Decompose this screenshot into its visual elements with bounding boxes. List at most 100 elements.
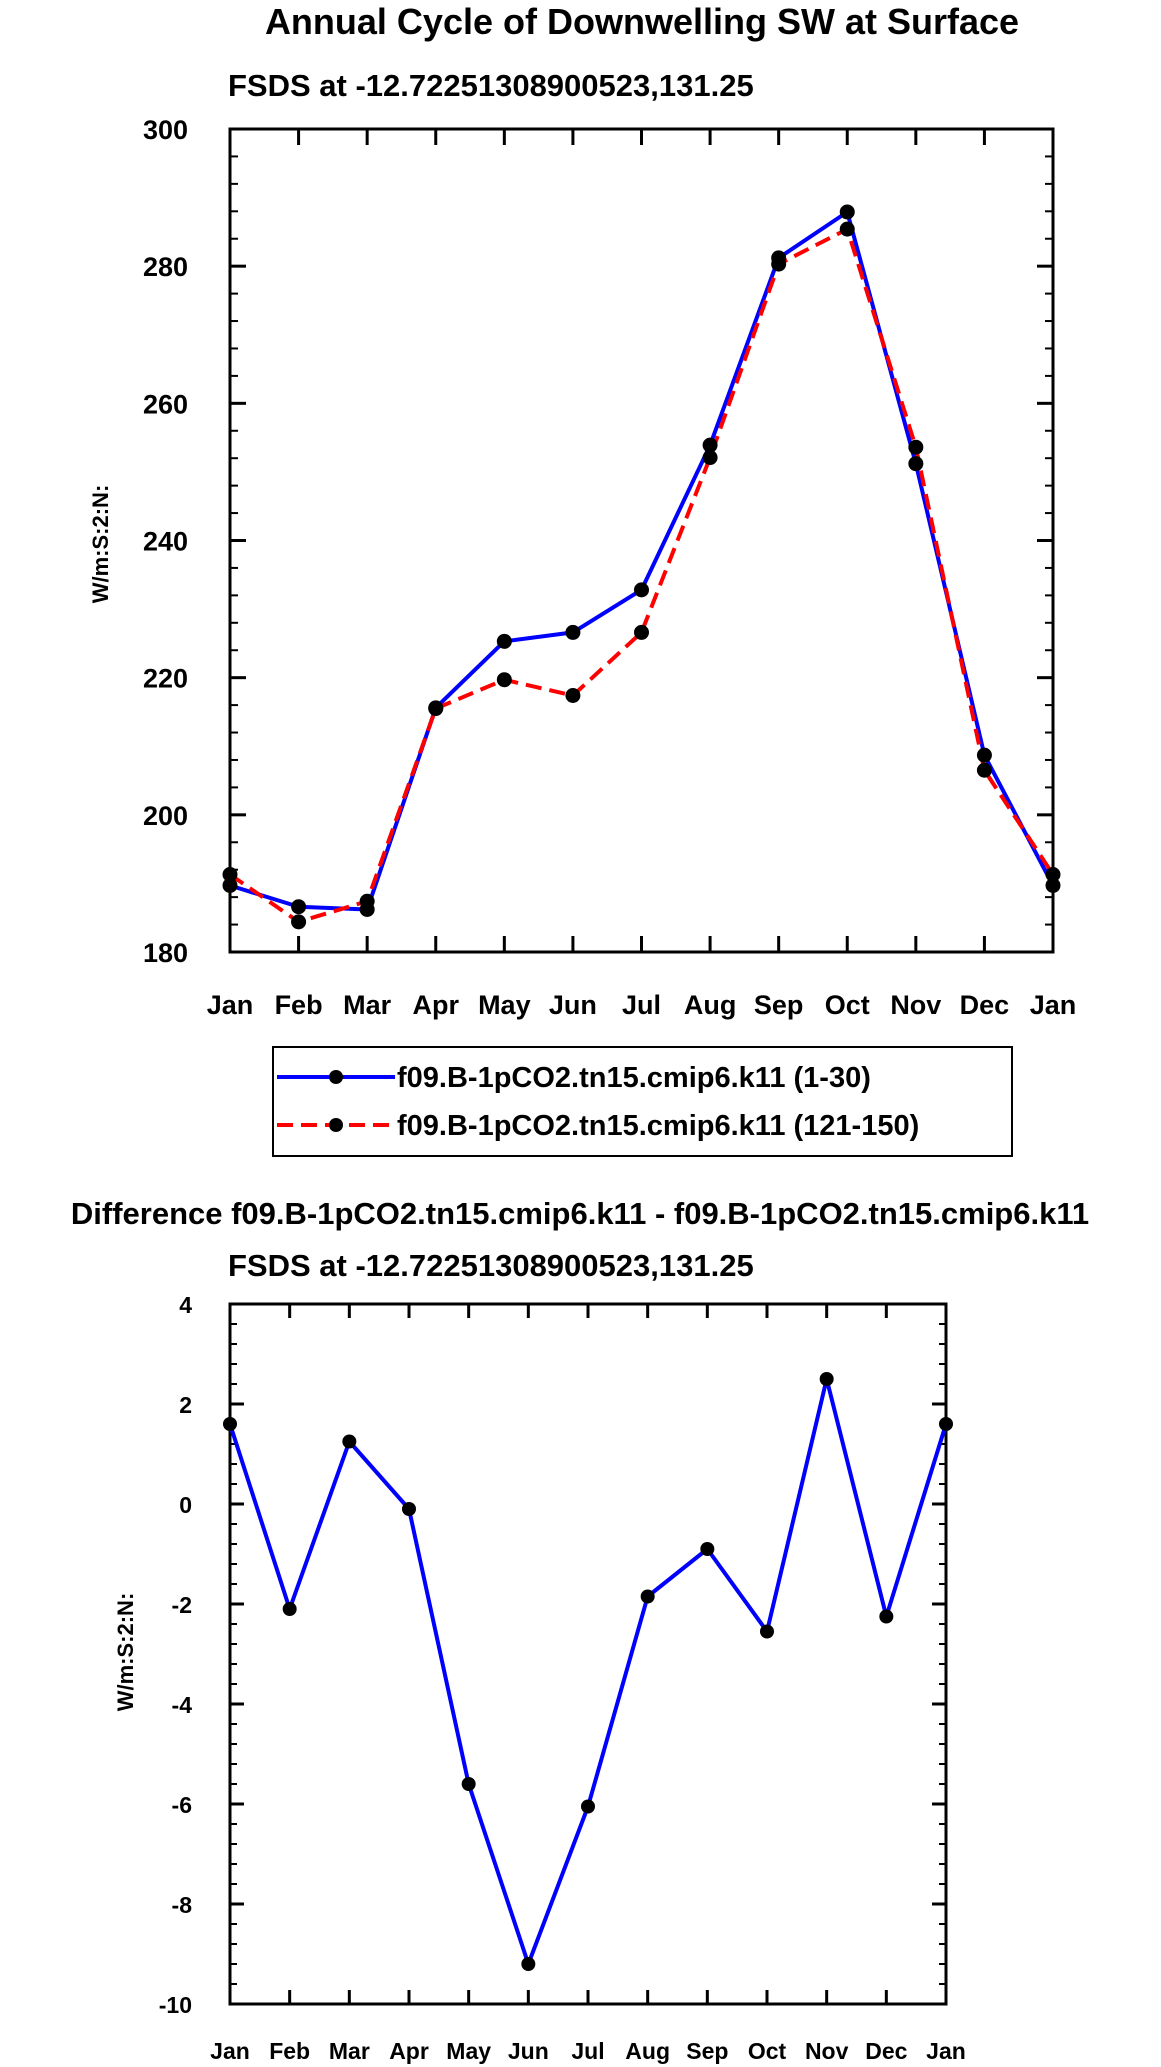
bottom-series-1-point bbox=[581, 1799, 595, 1814]
top-x-tick-label: Jul bbox=[622, 990, 661, 1020]
bottom-series-1-point bbox=[700, 1542, 715, 1556]
bottom-chart: Difference f09.B-1pCO2.tn15.cmip6.k11 - … bbox=[71, 1196, 1089, 2064]
top-series-2-point bbox=[428, 701, 444, 717]
top-series-2-point bbox=[634, 624, 649, 640]
top-y-tick-label: 280 bbox=[143, 252, 188, 282]
top-series-2-point bbox=[908, 439, 924, 455]
bottom-series-1-point bbox=[282, 1602, 297, 1616]
top-x-tick-label: Jun bbox=[549, 990, 597, 1020]
top-x-tick-label: Feb bbox=[275, 990, 323, 1020]
legend-box bbox=[272, 1046, 1013, 1157]
bottom-series-1-point bbox=[760, 1624, 774, 1639]
bottom-series-1-point bbox=[223, 1417, 237, 1431]
top-series-2-point bbox=[771, 256, 787, 272]
top-chart-title: Annual Cycle of Downwelling SW at Surfac… bbox=[265, 1, 1019, 42]
top-plot-frame bbox=[228, 127, 1055, 954]
bottom-series-1-point bbox=[521, 1957, 536, 1971]
top-series-1-point bbox=[1045, 877, 1061, 893]
top-series-1-point bbox=[634, 582, 649, 598]
bottom-y-tick-label: -8 bbox=[172, 1892, 193, 1918]
bottom-x-tick-label: May bbox=[446, 2038, 491, 2064]
bottom-series-1-point bbox=[879, 1609, 894, 1624]
bottom-y-tick-label: -2 bbox=[172, 1592, 192, 1618]
bottom-y-tick-label: 0 bbox=[179, 1492, 192, 1518]
top-series-2-point bbox=[839, 221, 855, 237]
top-series-1-point bbox=[222, 877, 238, 893]
top-x-tick-label: Apr bbox=[413, 990, 460, 1020]
top-chart-series bbox=[222, 204, 1061, 930]
top-series-2-point bbox=[565, 687, 581, 703]
bottom-x-tick-label: Jan bbox=[926, 2038, 966, 2064]
bottom-x-tick-label: Jun bbox=[508, 2038, 549, 2064]
top-y-tick-label: 180 bbox=[143, 938, 188, 968]
top-series-2-point bbox=[976, 762, 992, 778]
bottom-series-1-point bbox=[402, 1502, 416, 1516]
top-x-tick-label: Aug bbox=[684, 990, 736, 1020]
top-series-1-point bbox=[976, 747, 992, 763]
top-series-1-point bbox=[496, 633, 512, 649]
top-y-tick-label: 200 bbox=[143, 801, 188, 831]
top-x-tick-label: Oct bbox=[825, 990, 870, 1020]
top-series-2-point bbox=[1045, 867, 1061, 883]
top-series-line-2 bbox=[228, 227, 1055, 924]
top-series-1-point bbox=[908, 456, 924, 472]
bottom-y-tick-label: -4 bbox=[172, 1692, 193, 1718]
top-x-tick-label: Jan bbox=[1030, 990, 1077, 1020]
bottom-series-1-point bbox=[819, 1372, 834, 1386]
top-series-1-point bbox=[565, 624, 581, 640]
bottom-chart-y-axis-label: W/m:S:2:N: bbox=[113, 1593, 138, 1712]
top-y-tick-label: 240 bbox=[143, 527, 188, 557]
top-series-2-point bbox=[222, 867, 238, 883]
top-series-2-point bbox=[291, 914, 307, 930]
top-series-2-point bbox=[359, 893, 375, 909]
top-series-2-point bbox=[496, 672, 512, 688]
bottom-series-1-point bbox=[939, 1417, 953, 1431]
bottom-y-tick-label: -6 bbox=[172, 1792, 192, 1818]
bottom-x-tick-label: Oct bbox=[748, 2038, 787, 2064]
bottom-x-tick-label: Jul bbox=[571, 2038, 604, 2064]
bottom-y-tick-label: -10 bbox=[159, 1992, 192, 2018]
bottom-x-tick-label: Apr bbox=[389, 2038, 429, 2064]
top-x-tick-label: May bbox=[478, 990, 531, 1020]
legend-marker-series-1 bbox=[329, 1070, 343, 1084]
bottom-x-tick-label: Feb bbox=[269, 2038, 310, 2064]
legend-label-series-1: f09.B-1pCO2.tn15.cmip6.k11 (1-30) bbox=[397, 1062, 871, 1094]
bottom-chart-title: Difference f09.B-1pCO2.tn15.cmip6.k11 - … bbox=[71, 1196, 1089, 1231]
top-series-1-point bbox=[291, 899, 307, 915]
bottom-plot-frame bbox=[228, 1302, 948, 2006]
top-y-tick-label: 300 bbox=[143, 115, 188, 145]
bottom-series-1-point bbox=[342, 1434, 357, 1449]
legend-marker-series-2 bbox=[329, 1118, 343, 1132]
bottom-x-tick-label: Mar bbox=[329, 2038, 370, 2064]
bottom-x-tick-label: Jan bbox=[210, 2038, 250, 2064]
top-chart-legend: f09.B-1pCO2.tn15.cmip6.k11 (1-30) f09.B-… bbox=[272, 1046, 1013, 1157]
top-x-tick-label: Sep bbox=[754, 990, 804, 1020]
bottom-x-tick-label: Nov bbox=[805, 2038, 849, 2064]
top-y-tick-label: 260 bbox=[143, 389, 188, 419]
bottom-chart-series bbox=[223, 1372, 953, 1971]
top-x-tick-label: Jan bbox=[207, 990, 254, 1020]
top-x-tick-label: Nov bbox=[890, 990, 941, 1020]
bottom-x-tick-label: Aug bbox=[625, 2038, 670, 2064]
bottom-chart-subtitle: FSDS at -12.72251308900523,131.25 bbox=[228, 1248, 754, 1283]
top-chart: Annual Cycle of Downwelling SW at Surfac… bbox=[88, 1, 1076, 1157]
top-x-tick-label: Dec bbox=[960, 990, 1010, 1020]
bottom-series-line-1 bbox=[228, 1377, 948, 1966]
top-y-tick-label: 220 bbox=[143, 664, 188, 694]
bottom-y-tick-label: 2 bbox=[179, 1392, 192, 1418]
bottom-series-1-point bbox=[640, 1589, 655, 1604]
top-series-1-point bbox=[839, 204, 855, 220]
top-series-2-point bbox=[702, 450, 718, 466]
top-x-tick-label: Mar bbox=[343, 990, 392, 1020]
bottom-series-1-point bbox=[461, 1777, 476, 1791]
top-chart-axes: 180 200 220 240 260 280 300 Jan Feb Mar Apr May Jun J… bbox=[143, 115, 1076, 1020]
top-series-1-point bbox=[702, 437, 718, 453]
top-chart-subtitle: FSDS at -12.72251308900523,131.25 bbox=[228, 68, 754, 103]
bottom-x-tick-label: Dec bbox=[865, 2038, 907, 2064]
top-chart-y-axis-label: W/m:S:2:N: bbox=[88, 485, 113, 604]
bottom-y-tick-label: 4 bbox=[179, 1292, 192, 1318]
bottom-x-tick-label: Sep bbox=[686, 2038, 728, 2064]
top-series-line-1 bbox=[229, 209, 1055, 912]
bottom-chart-axes: -10 -8 -6 -4 -2 0 2 4 Jan Feb Mar Apr May Jun Jul Aug Se… bbox=[159, 1292, 966, 2064]
